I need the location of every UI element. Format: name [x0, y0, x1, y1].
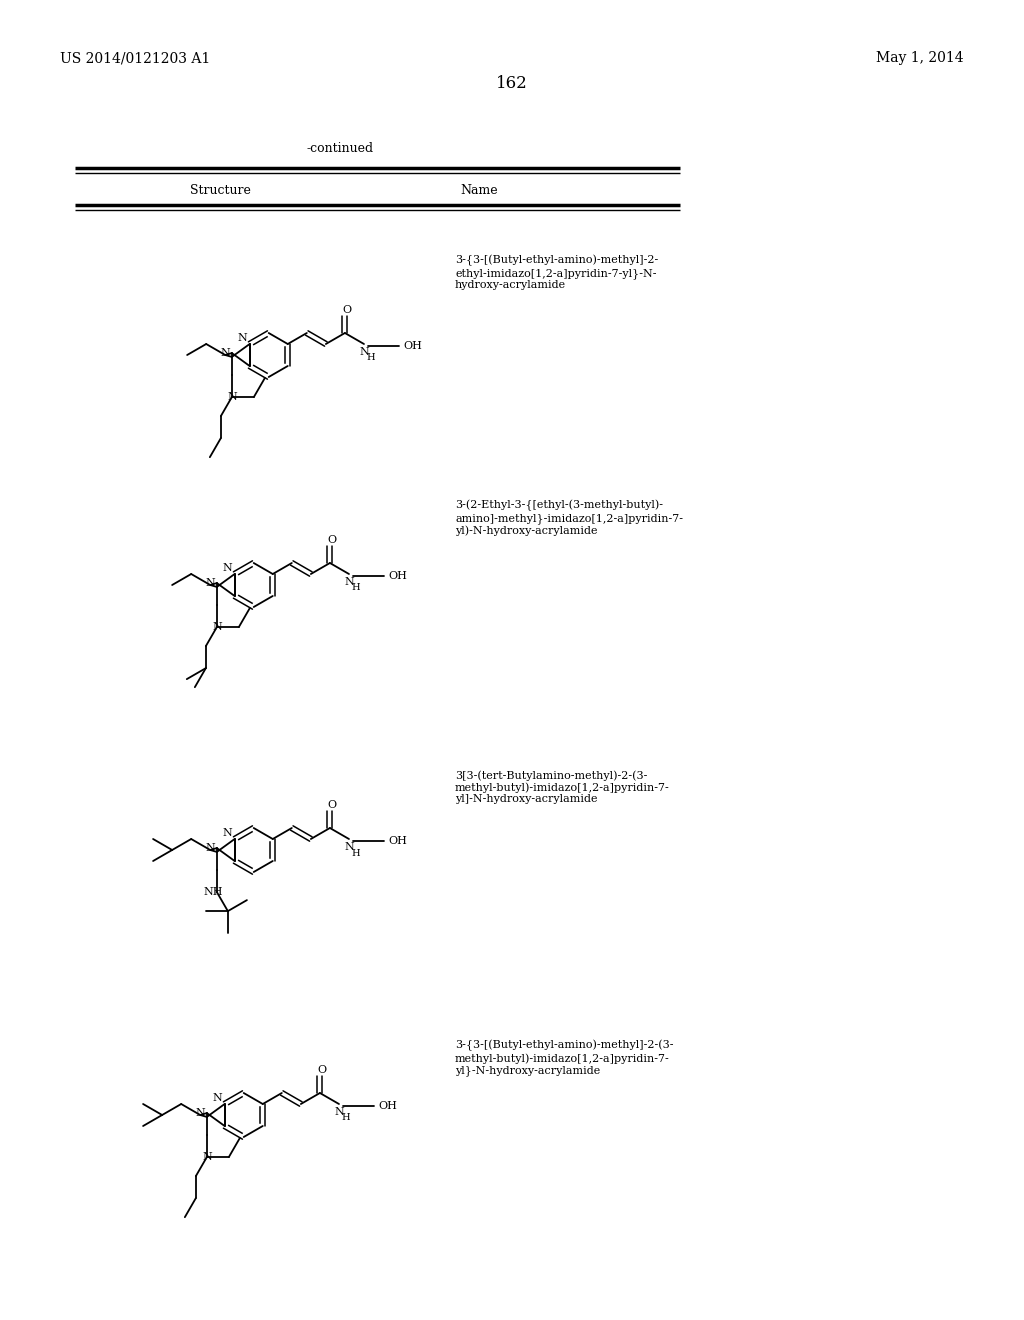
Text: H: H	[342, 1114, 350, 1122]
Text: US 2014/0121203 A1: US 2014/0121203 A1	[60, 51, 210, 65]
Text: N: N	[359, 347, 369, 356]
Text: N: N	[195, 1107, 205, 1118]
Text: Name: Name	[460, 183, 498, 197]
Text: N: N	[220, 348, 229, 358]
Text: OH: OH	[388, 836, 408, 846]
Text: N: N	[344, 577, 354, 587]
Text: N: N	[205, 843, 215, 853]
Text: -continued: -continued	[306, 141, 374, 154]
Text: N: N	[205, 578, 215, 587]
Text: N: N	[212, 622, 222, 632]
Text: N: N	[344, 842, 354, 851]
Text: 3-(2-Ethyl-3-{[ethyl-(3-methyl-butyl)-
amino]-methyl}-imidazo[1,2-a]pyridin-7-
y: 3-(2-Ethyl-3-{[ethyl-(3-methyl-butyl)- a…	[455, 500, 683, 536]
Text: H: H	[351, 849, 360, 858]
Text: 162: 162	[496, 75, 528, 92]
Text: 3[3-(tert-Butylamino-methyl)-2-(3-
methyl-butyl)-imidazo[1,2-a]pyridin-7-
yl]-N-: 3[3-(tert-Butylamino-methyl)-2-(3- methy…	[455, 770, 670, 804]
Text: H: H	[351, 583, 360, 593]
Text: O: O	[328, 800, 337, 810]
Text: OH: OH	[379, 1101, 397, 1111]
Text: OH: OH	[403, 341, 423, 351]
Text: O: O	[342, 305, 351, 315]
Text: N: N	[223, 564, 232, 573]
Text: N: N	[238, 333, 248, 343]
Text: Structure: Structure	[189, 183, 251, 197]
Text: May 1, 2014: May 1, 2014	[877, 51, 964, 65]
Text: 3-{3-[(Butyl-ethyl-amino)-methyl]-2-(3-
methyl-butyl)-imidazo[1,2-a]pyridin-7-
y: 3-{3-[(Butyl-ethyl-amino)-methyl]-2-(3- …	[455, 1040, 674, 1076]
Text: NH: NH	[203, 887, 222, 898]
Text: OH: OH	[388, 572, 408, 581]
Text: O: O	[328, 536, 337, 545]
Text: N: N	[227, 392, 237, 403]
Text: O: O	[317, 1065, 327, 1076]
Text: N: N	[202, 1152, 212, 1162]
Text: H: H	[367, 354, 375, 363]
Text: N: N	[223, 828, 232, 838]
Text: 3-{3-[(Butyl-ethyl-amino)-methyl]-2-
ethyl-imidazo[1,2-a]pyridin-7-yl}-N-
hydrox: 3-{3-[(Butyl-ethyl-amino)-methyl]-2- eth…	[455, 255, 658, 290]
Text: N: N	[213, 1093, 222, 1104]
Text: N: N	[334, 1107, 344, 1117]
